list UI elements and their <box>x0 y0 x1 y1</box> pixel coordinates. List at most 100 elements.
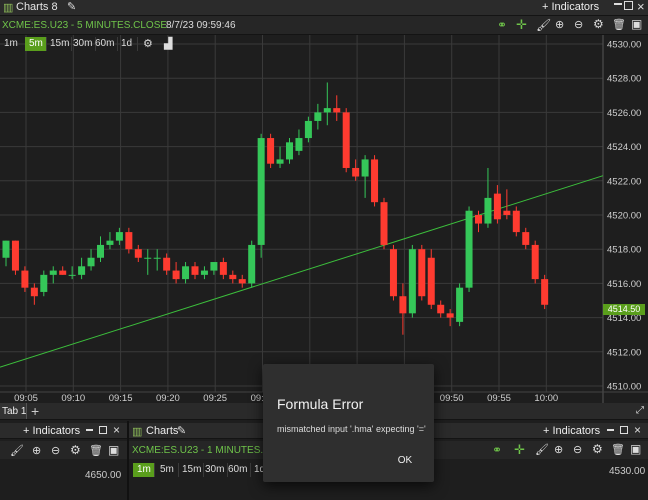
candle-body <box>78 266 86 275</box>
chart-type-icon[interactable]: ▟ <box>164 38 173 50</box>
timeframe-1d[interactable]: 1d <box>117 37 138 51</box>
candle-body <box>295 138 303 151</box>
trend-line <box>0 175 604 368</box>
candle-body <box>342 112 350 168</box>
candle-body <box>399 296 407 314</box>
formula-error-dialog: Formula Error mismatched input '.hma' ex… <box>263 364 434 482</box>
candle-body <box>68 274 76 276</box>
close-icon[interactable]: × <box>637 0 645 14</box>
bottom-right-camera-icon[interactable]: ▣ <box>630 442 642 456</box>
candle-body <box>456 287 464 322</box>
bottom-right-crosshair-icon[interactable]: ✛ <box>514 442 525 457</box>
x-tick-label: 10:00 <box>534 393 558 403</box>
bottom-right-close-icon[interactable]: × <box>634 423 642 437</box>
candle-body <box>286 142 293 160</box>
title-bar: ▥ Charts 8 ✎ + Indicators × <box>0 0 648 16</box>
candle-body <box>115 232 123 241</box>
zoom-out-icon[interactable]: ⊖ <box>574 19 584 31</box>
bottom-right-title: Charts <box>146 425 179 437</box>
chart-settings-gear-icon[interactable]: ⚙ <box>143 38 153 50</box>
ok-button[interactable]: OK <box>397 455 413 466</box>
price-chart[interactable]: 4530.00 4528.00 4526.00 4524.00 4522.00 4520.… <box>0 35 648 403</box>
x-tick-label: 09:20 <box>156 393 180 403</box>
candle-body <box>304 120 312 139</box>
y-tick-label: 4530.00 <box>607 40 641 51</box>
bottom-right-zoom-out-icon[interactable]: ⊖ <box>573 444 583 456</box>
indicators-button[interactable]: + Indicators <box>542 1 600 13</box>
candle-body <box>40 274 48 292</box>
tab-1-label: Tab 1 <box>2 406 27 417</box>
bottom-right-timeframe-1m[interactable]: 1m <box>133 463 155 477</box>
edit-pencil-icon[interactable]: ✎ <box>67 1 77 13</box>
bottom-left-trash-icon[interactable]: 🗑 <box>89 445 103 457</box>
chart-toolbar: XCME:ES.U23 - 5 MINUTES.CLOSE 8/7/23 09:… <box>0 16 648 35</box>
add-tab-button[interactable]: + <box>31 403 40 419</box>
bottom-right-brush-icon[interactable]: 🖌 <box>535 444 549 456</box>
trash-icon[interactable]: 🗑 <box>612 19 626 31</box>
candle-body <box>276 159 284 164</box>
candle-body <box>172 270 180 280</box>
timeframe-15m[interactable]: 15m <box>46 37 72 51</box>
candle-body <box>352 167 360 177</box>
zoom-in-icon[interactable]: ⊕ <box>555 19 565 31</box>
candle-body <box>484 197 492 224</box>
timestamp-label: 8/7/23 09:59:46 <box>166 20 236 31</box>
bottom-right-timeframe-60m[interactable]: 60m <box>224 463 251 477</box>
bottom-right-timeframe-15m[interactable]: 15m <box>178 463 204 477</box>
expand-arrows-icon[interactable]: ⤢ <box>636 405 644 416</box>
bottom-right-edit-icon[interactable]: ✎ <box>177 425 187 437</box>
x-tick-label: 09:05 <box>14 393 38 403</box>
minimize-icon[interactable] <box>614 3 622 5</box>
candle-body <box>408 249 416 314</box>
bottom-right-maximize-icon[interactable] <box>620 426 628 434</box>
camera-icon[interactable]: ▣ <box>631 17 643 31</box>
tab-1[interactable] <box>0 403 27 419</box>
candle-body <box>144 257 152 259</box>
candle-body <box>437 304 445 314</box>
timeframe-5m[interactable]: 5m <box>25 37 47 51</box>
charts-app-icon: ▥ <box>3 2 14 14</box>
candle-body <box>182 266 190 280</box>
bottom-right-timeframe-30m[interactable]: 30m <box>201 463 228 477</box>
bottom-left-zoom-out-icon[interactable]: ⊖ <box>51 445 61 457</box>
bottom-right-timeframe-5m[interactable]: 5m <box>156 463 179 477</box>
candle-body <box>475 215 482 224</box>
bottom-right-link-icon[interactable]: ⚭ <box>492 443 503 457</box>
bottom-left-brush-icon[interactable]: 🖌 <box>10 445 24 457</box>
brush-icon[interactable]: 🖌 <box>536 18 552 32</box>
bottom-right-indicators-button[interactable]: + Indicators <box>543 425 601 437</box>
bottom-right-trash-icon[interactable]: 🗑 <box>611 444 625 456</box>
chart-background <box>0 35 648 403</box>
candle-body <box>21 270 29 288</box>
bottom-left-minimize-icon[interactable] <box>86 429 93 431</box>
bottom-right-minimize-icon[interactable] <box>607 429 614 431</box>
timeframe-60m[interactable]: 60m <box>91 37 118 51</box>
link-icon[interactable]: ⚭ <box>497 18 508 32</box>
crosshair-icon[interactable]: ✛ <box>516 17 527 32</box>
bottom-right-zoom-in-icon[interactable]: ⊕ <box>554 444 564 456</box>
candle-body <box>49 270 57 275</box>
bottom-left-indicators-button[interactable]: + Indicators <box>23 425 81 437</box>
candle-body <box>210 262 218 271</box>
bottom-left-maximize-icon[interactable] <box>99 426 107 434</box>
candle-body <box>522 232 530 245</box>
y-tick-label: 4520.00 <box>607 211 641 222</box>
bottom-left-zoom-in-icon[interactable]: ⊕ <box>32 445 42 457</box>
candle-body <box>30 287 38 297</box>
candle-body <box>314 112 322 121</box>
bottom-left-close-icon[interactable]: × <box>113 423 121 437</box>
bottom-left-camera-icon[interactable]: ▣ <box>108 443 120 457</box>
candle-body <box>257 138 265 245</box>
timeframe-30m[interactable]: 30m <box>69 37 96 51</box>
candle-body <box>163 257 171 271</box>
bottom-right-gear-icon[interactable]: ⚙ <box>592 442 603 456</box>
bottom-left-gear-icon[interactable]: ⚙ <box>70 443 81 457</box>
timeframe-1m[interactable]: 1m <box>0 37 26 51</box>
bottom-left-toolbar: 🖌 ⊕ ⊖ ⚙ 🗑 ▣ <box>0 441 127 459</box>
candle-body <box>541 279 549 305</box>
maximize-icon[interactable] <box>624 1 633 10</box>
candle-body <box>512 210 520 233</box>
bottom-left-panel: + Indicators × 🖌 ⊕ ⊖ ⚙ 🗑 ▣ 4650.00 <box>0 421 129 500</box>
window-title: Charts 8 <box>16 1 58 13</box>
settings-gear-icon[interactable]: ⚙ <box>593 17 604 31</box>
